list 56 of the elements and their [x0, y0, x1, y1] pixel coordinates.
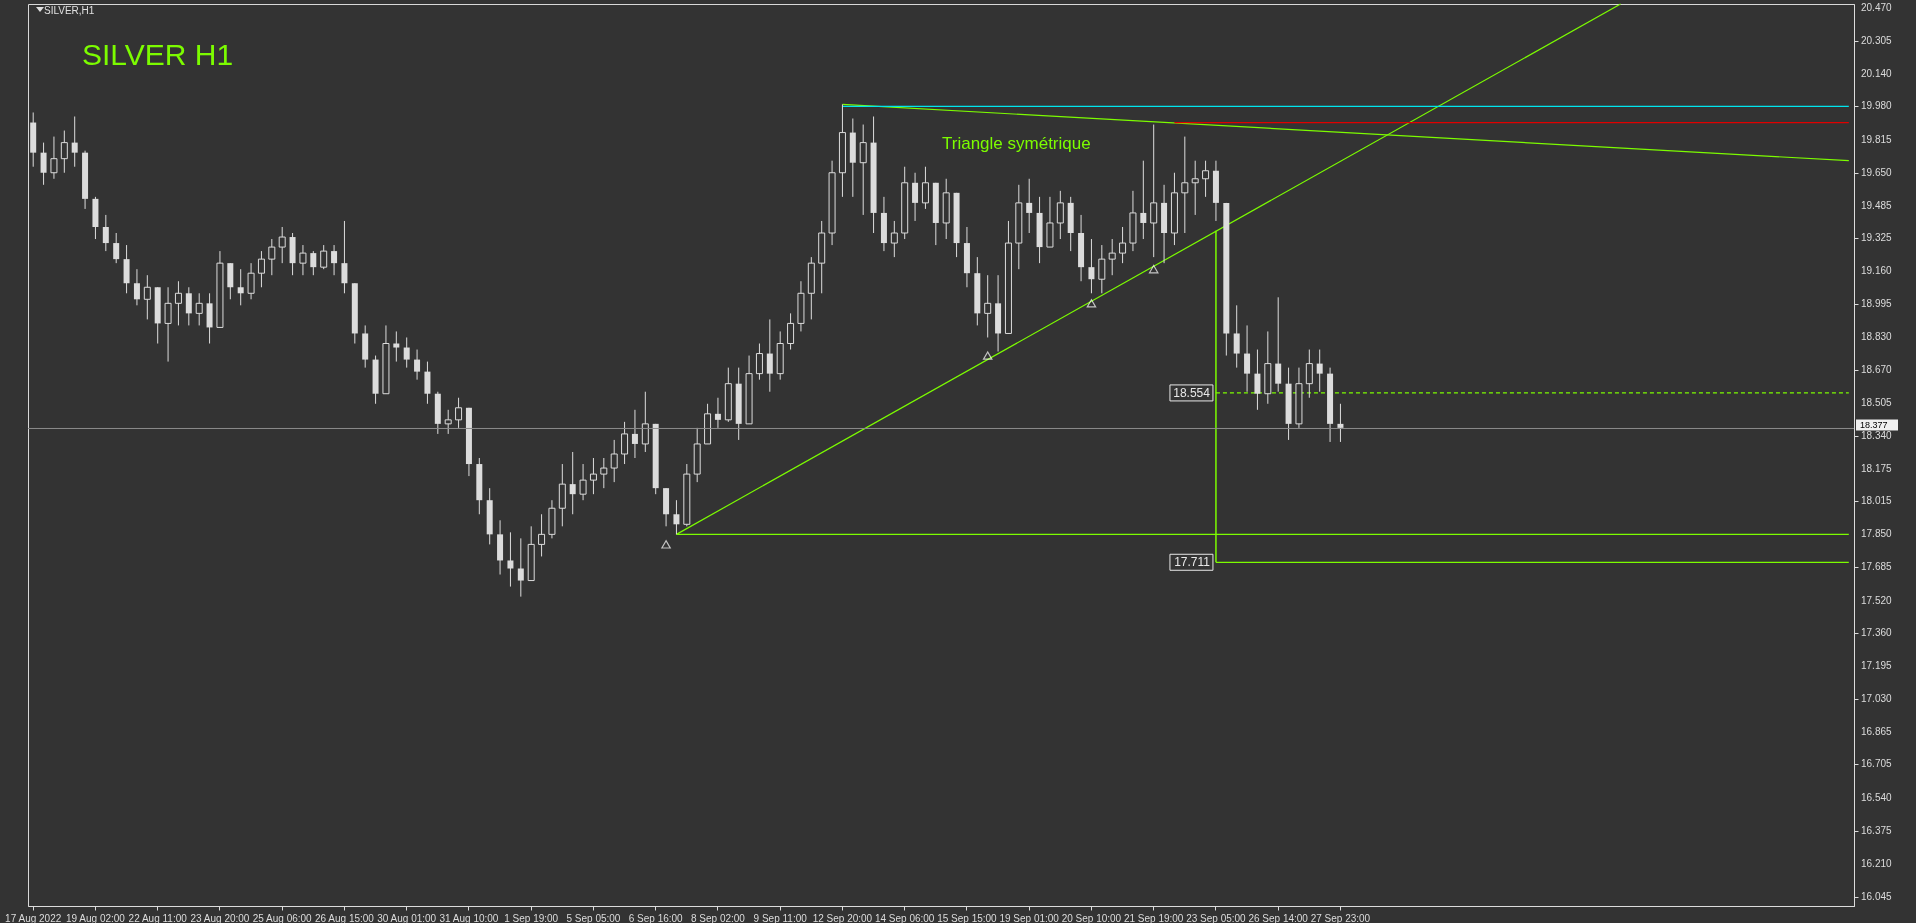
y-tick-label: 18.670 — [1861, 363, 1893, 375]
y-tick-label: 17.030 — [1861, 693, 1893, 705]
y-tick-label: 16.210 — [1861, 857, 1893, 869]
y-tick-label: 18.995 — [1861, 298, 1893, 310]
y-tick-label: 17.685 — [1861, 561, 1893, 573]
text: SILVER H1 — [82, 38, 234, 71]
x-tick-label: 1 Sep 19:00 — [504, 912, 559, 923]
y-tick-label: 19.325 — [1861, 232, 1893, 244]
x-tick-label: 25 Aug 06:00 — [252, 912, 313, 923]
y-tick-label: 18.175 — [1861, 463, 1893, 475]
x-tick-label: 20 Sep 10:00 — [1061, 912, 1122, 923]
y-tick-label: 16.705 — [1861, 758, 1893, 770]
y-tick-label: 19.650 — [1861, 166, 1893, 178]
y-tick-label: 19.160 — [1861, 265, 1893, 277]
y-tick-label: 18.505 — [1861, 396, 1893, 408]
x-tick-label: 22 Aug 11:00 — [128, 912, 188, 923]
data-label: 18.554 — [1173, 385, 1211, 400]
x-tick-label: 5 Sep 05:00 — [566, 912, 621, 923]
y-tick-label: 19.485 — [1861, 199, 1893, 211]
y-tick-label: 17.850 — [1861, 528, 1893, 540]
ref-line-label: 18.377 — [1860, 420, 1888, 431]
y-tick-label: 18.830 — [1861, 331, 1893, 343]
y-tick-label: 18.015 — [1861, 495, 1893, 507]
x-tick-label: 23 Sep 05:00 — [1186, 912, 1247, 923]
y-tick-label: 16.865 — [1861, 726, 1893, 738]
x-tick-label: 17 Aug 2022 — [5, 912, 62, 923]
x-tick-label: 19 Sep 01:00 — [999, 912, 1060, 923]
x-tick-label: 15 Sep 15:00 — [937, 912, 998, 923]
chart-subtitle: SILVER,H1 — [44, 5, 95, 16]
x-tick-label: 8 Sep 02:00 — [690, 912, 746, 923]
y-tick-label: 19.815 — [1861, 133, 1893, 145]
x-tick-label: 19 Aug 02:00 — [65, 912, 126, 923]
x-tick-label: 26 Sep 14:00 — [1248, 912, 1309, 923]
x-tick-label: 26 Aug 15:00 — [314, 912, 375, 923]
x-tick-label: 23 Aug 20:00 — [190, 912, 250, 923]
annotation: Triangle symétrique — [942, 134, 1091, 153]
y-tick-label: 18.340 — [1861, 429, 1893, 441]
x-tick-label: 6 Sep 16:00 — [628, 912, 684, 923]
y-tick-label: 17.195 — [1861, 659, 1893, 671]
x-tick-label: 31 Aug 10:00 — [439, 912, 499, 923]
x-tick-label: 27 Sep 23:00 — [1310, 912, 1371, 923]
data-label: 17.711 — [1174, 555, 1211, 570]
y-tick-label: 16.045 — [1861, 890, 1893, 902]
y-tick-label: 17.520 — [1861, 594, 1893, 606]
x-tick-label: 12 Sep 20:00 — [812, 912, 873, 923]
y-tick-label: 17.360 — [1861, 626, 1893, 638]
y-tick-label: 20.470 — [1861, 2, 1893, 14]
x-tick-label: 14 Sep 06:00 — [874, 912, 935, 923]
y-tick-label: 20.305 — [1861, 35, 1893, 47]
y-tick-label: 20.140 — [1861, 68, 1893, 80]
x-tick-label: 30 Aug 01:00 — [377, 912, 437, 923]
y-tick-label: 16.375 — [1861, 824, 1893, 836]
x-tick-label: 21 Sep 19:00 — [1123, 912, 1184, 923]
y-tick-label: 19.980 — [1861, 100, 1893, 112]
x-tick-label: 9 Sep 11:00 — [753, 912, 808, 923]
y-tick-label: 16.540 — [1861, 791, 1893, 803]
